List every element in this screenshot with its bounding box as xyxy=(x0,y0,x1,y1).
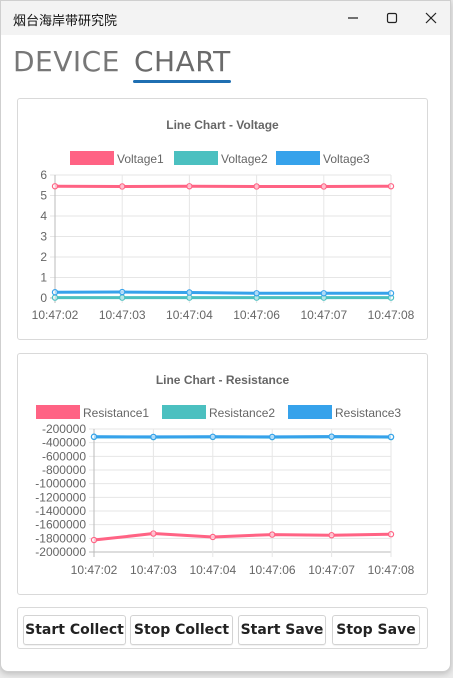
y-tick-label: -200000 xyxy=(42,422,86,436)
data-point xyxy=(186,289,193,296)
data-point xyxy=(387,531,395,538)
legend-label: Resistance2 xyxy=(209,406,275,420)
close-icon[interactable] xyxy=(408,1,450,35)
data-point xyxy=(90,433,98,440)
legend-label: Resistance3 xyxy=(335,406,401,420)
data-point xyxy=(118,294,126,301)
legend-label: Voltage3 xyxy=(323,152,370,166)
data-point xyxy=(387,290,395,297)
tab-chart[interactable]: CHART xyxy=(134,45,231,78)
maximize-icon[interactable] xyxy=(369,1,415,35)
data-point xyxy=(209,533,216,541)
legend-swatch xyxy=(70,151,114,165)
y-tick-label: -2000000 xyxy=(35,545,86,559)
y-tick-label: -600000 xyxy=(42,449,86,463)
legend-swatch xyxy=(36,405,80,419)
title-bar: 烟台海岸带研究院 xyxy=(1,1,450,35)
start-collect-button[interactable]: Start Collect xyxy=(23,615,126,645)
chart-title: Line Chart - Resistance xyxy=(156,373,290,387)
series-line xyxy=(93,532,392,542)
data-point xyxy=(150,433,157,441)
y-tick-label: 1 xyxy=(40,271,47,285)
data-point xyxy=(328,532,335,539)
x-tick-label: 10:47:07 xyxy=(300,308,347,322)
y-tick-label: 4 xyxy=(40,209,47,223)
legend-label: Voltage1 xyxy=(117,152,164,166)
y-tick-label: -400000 xyxy=(42,436,86,450)
x-tick-label: 10:47:07 xyxy=(308,563,355,577)
y-tick-label: -1200000 xyxy=(35,490,86,504)
data-point xyxy=(118,183,126,190)
y-tick-label: -1600000 xyxy=(35,518,86,532)
legend-label: Voltage2 xyxy=(221,152,268,166)
data-point xyxy=(209,433,216,440)
y-tick-label: 2 xyxy=(40,250,47,264)
data-point xyxy=(51,183,59,190)
stop-collect-button[interactable]: Stop Collect xyxy=(130,615,233,645)
minimize-icon[interactable] xyxy=(330,1,376,35)
legend-label: Resistance1 xyxy=(83,406,149,420)
x-tick-label: 10:47:02 xyxy=(32,308,79,322)
y-tick-label: -1000000 xyxy=(35,477,86,491)
x-tick-label: 10:47:08 xyxy=(368,563,415,577)
data-point xyxy=(253,183,260,190)
data-point xyxy=(186,183,193,190)
voltage-chart-card: Line Chart - Voltage Voltage1 Voltage2 Volt… xyxy=(17,98,428,340)
active-tab-indicator xyxy=(133,80,231,83)
y-tick-label: 3 xyxy=(40,230,47,244)
y-tick-label: 5 xyxy=(40,189,47,203)
x-tick-label: 10:47:06 xyxy=(233,308,280,322)
series-line xyxy=(54,290,391,295)
window-title: 烟台海岸带研究院 xyxy=(13,14,118,29)
y-tick-label: -800000 xyxy=(42,463,86,477)
x-tick-label: 10:47:04 xyxy=(166,308,213,322)
data-point xyxy=(387,433,395,441)
legend-swatch xyxy=(276,151,320,165)
data-point xyxy=(253,290,260,297)
legend-swatch xyxy=(162,405,206,419)
x-tick-label: 10:47:04 xyxy=(189,563,236,577)
data-point xyxy=(268,433,276,441)
data-point xyxy=(186,294,193,301)
data-point xyxy=(90,536,98,544)
legend-swatch xyxy=(288,405,332,419)
resistance-chart-card: Line Chart - Resistance Resistance1 Resist… xyxy=(17,353,428,595)
data-point xyxy=(150,530,157,537)
y-tick-label: 6 xyxy=(40,168,47,182)
x-tick-label: 10:47:03 xyxy=(130,563,177,577)
stop-save-button[interactable]: Stop Save xyxy=(332,615,420,645)
chart-title: Line Chart - Voltage xyxy=(166,118,279,132)
resistance-line-chart: Line Chart - Resistance Resistance1 Resist… xyxy=(35,373,415,577)
action-bar: Start Collect Stop Collect Start Save St… xyxy=(17,607,428,649)
data-point xyxy=(51,289,59,296)
start-save-button[interactable]: Start Save xyxy=(238,615,326,645)
data-point xyxy=(320,183,327,190)
y-tick-label: -1400000 xyxy=(35,504,86,518)
data-point xyxy=(51,294,59,301)
data-point xyxy=(387,183,395,190)
x-tick-label: 10:47:03 xyxy=(99,308,146,322)
legend-swatch xyxy=(174,151,218,165)
y-tick-label: -1800000 xyxy=(35,531,86,545)
tab-device[interactable]: DEVICE xyxy=(13,45,120,78)
x-tick-label: 10:47:02 xyxy=(71,563,118,577)
y-tick-label: 0 xyxy=(40,291,47,305)
data-point xyxy=(268,531,276,538)
data-point xyxy=(118,288,126,296)
voltage-line-chart: Line Chart - Voltage Voltage1 Voltage2 Volt… xyxy=(32,118,415,322)
data-point xyxy=(328,433,335,440)
x-tick-label: 10:47:08 xyxy=(368,308,415,322)
data-point xyxy=(320,290,327,297)
x-tick-label: 10:47:06 xyxy=(249,563,296,577)
